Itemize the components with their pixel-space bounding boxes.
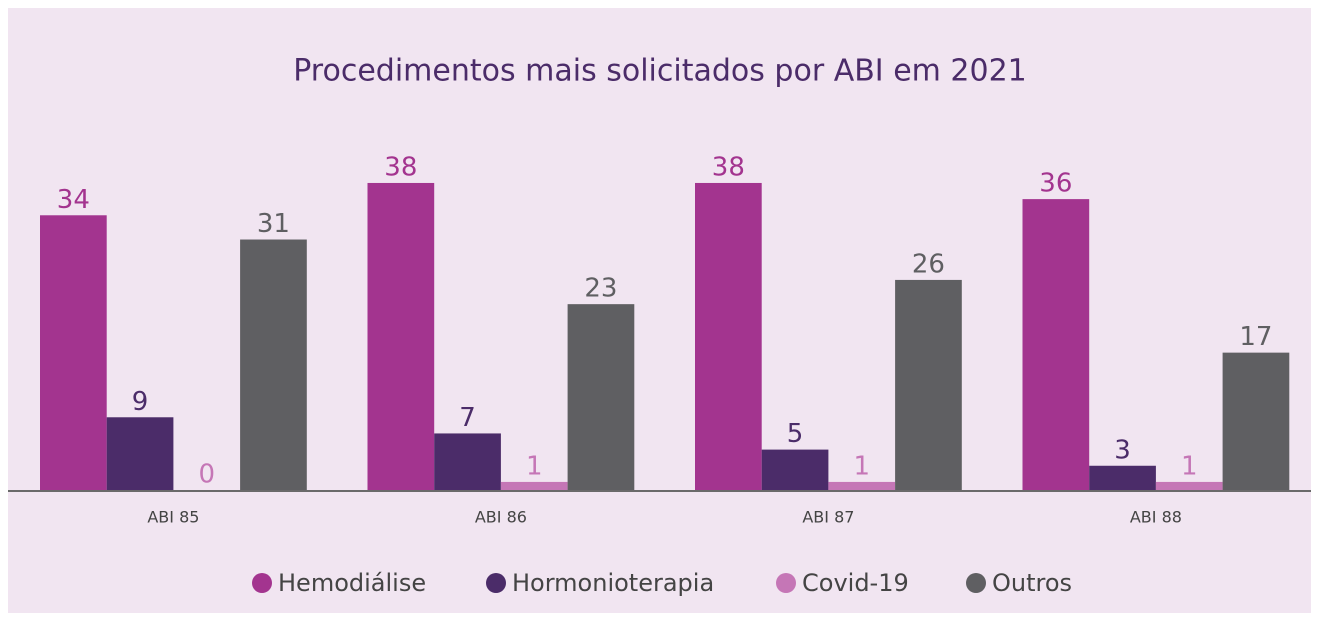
legend-label: Hormonioterapia [512, 569, 714, 597]
bar [895, 279, 962, 490]
bar [240, 239, 307, 490]
value-label: 34 [57, 185, 90, 215]
legend-swatch [776, 573, 796, 593]
value-label: 17 [1239, 322, 1272, 352]
value-label: 9 [132, 387, 149, 417]
value-label: 23 [584, 274, 617, 304]
bar [828, 481, 896, 490]
bar [40, 215, 107, 490]
chart-title: Procedimentos mais solicitados por ABI e… [293, 54, 1027, 89]
bar [1022, 199, 1090, 490]
value-label: 38 [712, 152, 745, 182]
value-label: 0 [198, 460, 215, 490]
value-label: 26 [912, 249, 945, 279]
value-label: 36 [1039, 169, 1072, 199]
legend-swatch [486, 573, 506, 593]
bar [106, 417, 174, 490]
bar [1155, 481, 1223, 490]
x-tick-label: ABI 85 [147, 508, 199, 527]
chart-background [8, 8, 1311, 613]
legend-label: Hemodiálise [278, 569, 426, 597]
bar [1222, 352, 1290, 490]
value-label: 5 [787, 419, 804, 449]
bar [500, 481, 568, 490]
value-label: 31 [257, 209, 290, 239]
bar [761, 449, 829, 490]
bar [1089, 465, 1156, 490]
legend-swatch [966, 573, 986, 593]
value-label: 3 [1114, 435, 1131, 465]
x-tick-label: ABI 86 [475, 508, 527, 527]
value-label: 7 [459, 403, 476, 433]
x-tick-label: ABI 88 [1130, 508, 1182, 527]
bar [567, 304, 635, 490]
legend-swatch [252, 573, 272, 593]
value-label: 1 [1181, 451, 1198, 481]
legend-label: Covid-19 [802, 569, 909, 597]
bar [695, 182, 762, 490]
bar [367, 182, 435, 490]
bar [434, 433, 501, 490]
value-label: 1 [853, 451, 870, 481]
legend-label: Outros [992, 569, 1072, 597]
value-label: 38 [384, 152, 417, 182]
x-tick-label: ABI 87 [802, 508, 854, 527]
value-label: 1 [526, 451, 543, 481]
